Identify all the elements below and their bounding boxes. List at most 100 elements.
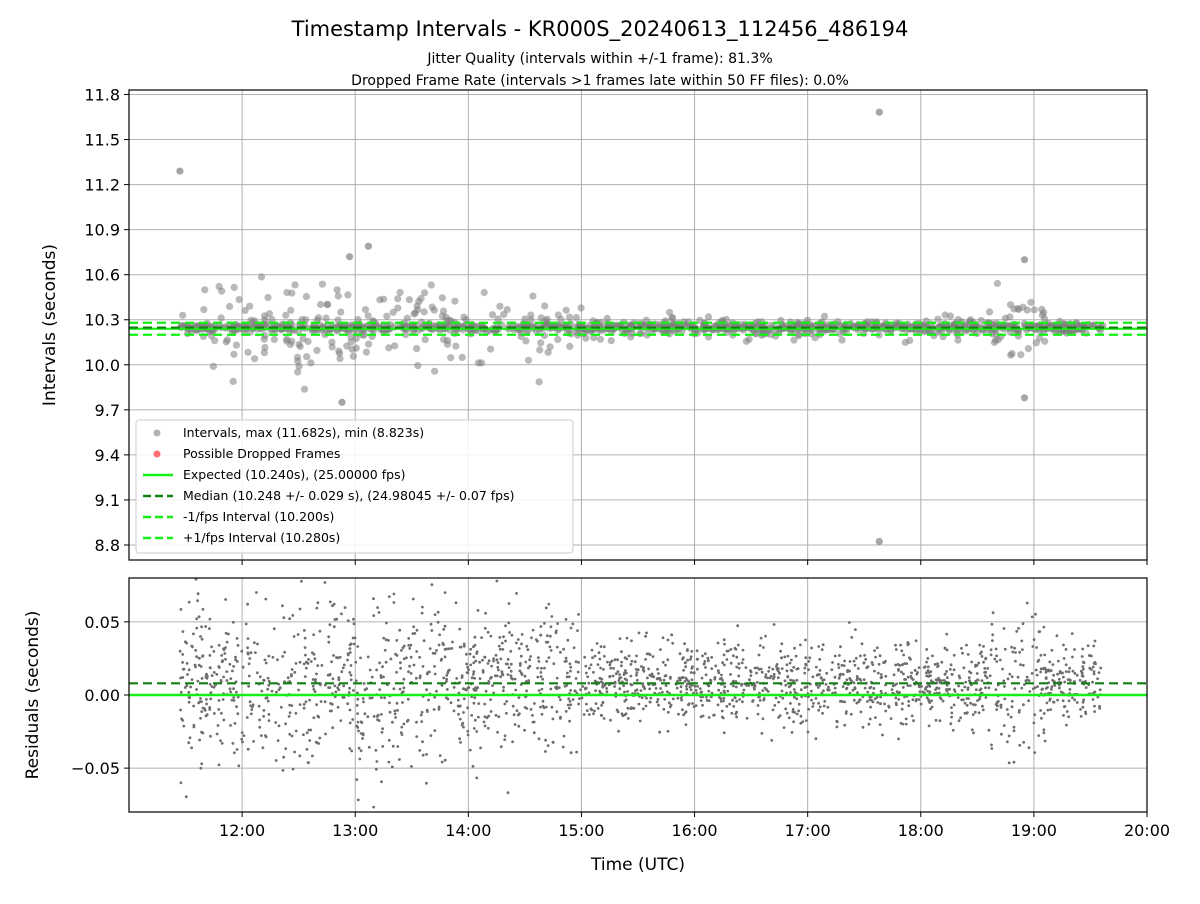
residual-point	[487, 680, 491, 683]
residual-point	[848, 621, 851, 624]
residual-point	[306, 761, 310, 764]
interval-point	[394, 295, 402, 303]
residual-point	[807, 660, 811, 663]
residual-point	[981, 708, 985, 712]
residual-point	[328, 600, 332, 604]
residual-point	[759, 636, 763, 640]
residual-point	[897, 668, 900, 671]
residual-point	[516, 638, 520, 641]
residual-point	[245, 716, 249, 719]
residual-point	[181, 661, 185, 664]
residual-point	[288, 703, 292, 707]
residual-point	[315, 606, 319, 610]
residual-point	[916, 671, 919, 674]
residual-point	[793, 646, 796, 650]
residual-point	[462, 687, 465, 691]
residual-point	[483, 655, 487, 659]
residual-point	[741, 648, 745, 652]
residual-point	[680, 698, 683, 702]
residual-point	[826, 688, 830, 691]
residual-point	[209, 697, 213, 701]
interval-point	[361, 306, 370, 314]
residual-point	[1092, 672, 1096, 676]
residual-point	[402, 686, 406, 690]
residual-point	[271, 655, 275, 659]
residual-point	[1080, 655, 1084, 658]
residual-point	[375, 760, 379, 763]
residual-point	[208, 654, 212, 657]
residual-point	[929, 670, 933, 674]
residual-point	[749, 669, 752, 672]
residual-point	[472, 655, 476, 659]
residual-point	[458, 645, 462, 649]
residual-point	[564, 618, 568, 621]
interval-point	[1006, 301, 1015, 309]
residual-point	[415, 650, 419, 653]
residual-point	[1067, 715, 1070, 719]
residual-point	[837, 663, 840, 666]
residual-point	[585, 702, 588, 706]
residual-point	[640, 665, 643, 668]
residual-point	[790, 731, 794, 734]
residual-point	[537, 689, 541, 692]
residual-point	[917, 666, 921, 669]
residual-point	[564, 710, 568, 713]
residual-point	[1081, 705, 1085, 709]
residual-point	[222, 647, 225, 651]
residual-point	[976, 699, 979, 702]
residual-point	[807, 707, 810, 711]
residual-point	[1025, 601, 1029, 605]
residual-point	[351, 636, 355, 640]
residual-point	[430, 629, 434, 632]
residual-point	[231, 669, 234, 673]
residual-point	[1045, 701, 1049, 705]
residual-point	[532, 720, 536, 724]
residual-point	[242, 734, 246, 737]
interval-point	[954, 316, 962, 324]
residual-point	[833, 686, 837, 690]
residual-point	[824, 682, 828, 686]
residual-point	[716, 703, 720, 707]
residual-point	[429, 734, 433, 737]
residual-point	[655, 700, 659, 704]
residual-point	[958, 676, 962, 680]
residual-point	[981, 704, 984, 708]
interval-point	[288, 289, 296, 297]
interval-point	[403, 314, 411, 322]
residual-point	[787, 716, 791, 720]
residual-point	[1046, 708, 1050, 712]
residual-point	[879, 676, 883, 680]
residual-point	[554, 631, 558, 635]
residual-point	[808, 656, 812, 660]
residual-point	[327, 640, 331, 644]
interval-point	[352, 344, 360, 352]
residual-point	[1092, 670, 1096, 673]
residual-point	[442, 676, 446, 680]
x-tick-label: 18:00	[898, 821, 944, 840]
residual-point	[852, 681, 856, 685]
residual-point	[1068, 666, 1071, 670]
residual-point	[572, 646, 576, 650]
residual-point	[540, 712, 544, 716]
residual-point	[182, 667, 186, 671]
residual-point	[728, 702, 732, 706]
residual-point	[917, 685, 921, 689]
residual-point	[677, 712, 680, 716]
interval-point	[544, 348, 552, 356]
residual-point	[971, 713, 975, 716]
residual-point	[796, 667, 800, 670]
residual-point	[567, 706, 571, 710]
residual-point	[945, 688, 948, 691]
residual-point	[337, 678, 341, 682]
residual-point	[671, 641, 675, 645]
residual-point	[495, 579, 499, 583]
residual-point	[348, 721, 352, 725]
residual-point	[555, 645, 559, 649]
residual-point	[222, 675, 226, 679]
residual-point	[361, 733, 365, 737]
interval-point	[354, 315, 362, 324]
residual-point	[197, 663, 201, 667]
residual-point	[569, 703, 573, 707]
interval-point	[268, 316, 276, 324]
residual-point	[594, 702, 598, 705]
